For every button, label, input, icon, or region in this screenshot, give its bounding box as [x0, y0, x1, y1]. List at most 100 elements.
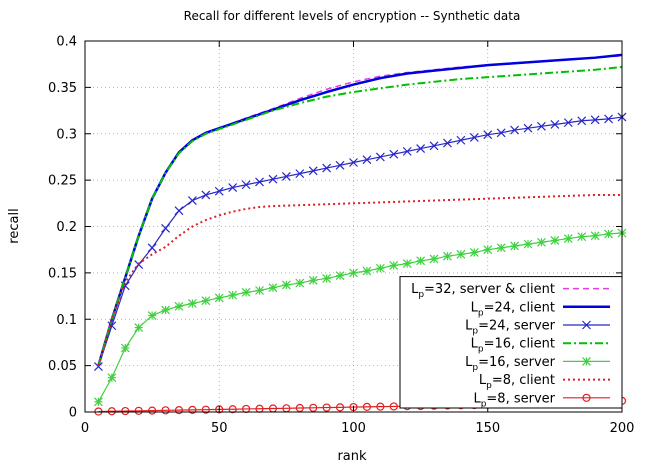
marker-stroke: [268, 174, 278, 184]
legend-label: Lp=16, client: [471, 337, 555, 355]
marker-stroke: [416, 144, 426, 154]
legend-label-subscript: p: [472, 363, 478, 373]
series-point: [295, 169, 305, 179]
series-point: [309, 403, 318, 412]
marker-stroke: [241, 180, 251, 190]
legend-label: Lp=24, client: [471, 300, 555, 318]
series-point: [537, 121, 546, 131]
marker-stroke: [402, 146, 412, 156]
series-4: [94, 228, 627, 407]
series-point: [107, 373, 117, 383]
series-point: [389, 402, 398, 411]
series-point: [604, 229, 613, 239]
series-point: [523, 239, 533, 249]
series-1: [97, 53, 623, 366]
series-point: [215, 405, 224, 414]
series-point: [308, 275, 318, 285]
legend-entry: Lp=32, server & client: [411, 282, 610, 300]
legend-label-subscript: p: [478, 308, 484, 318]
series-point: [416, 256, 426, 266]
legend-label-subscript: p: [472, 327, 478, 337]
series-point: [416, 144, 426, 154]
series-point: [322, 403, 331, 412]
legend-entry: Lp=8, server: [473, 391, 610, 409]
y-tick-label: 0.3: [56, 127, 77, 142]
marker-circle: [174, 406, 184, 415]
x-tick-label: 50: [211, 421, 228, 436]
legend-label-main: L: [471, 300, 479, 315]
series-point: [389, 261, 399, 270]
series-point: [228, 183, 238, 192]
series-point: [443, 138, 452, 148]
marker-stroke: [322, 163, 332, 173]
marker-stroke: [510, 125, 520, 135]
y-tick-label: 0.4: [56, 35, 77, 50]
series-point: [537, 237, 546, 247]
legend-label: Lp=8, client: [479, 373, 555, 391]
legend-label-rest: =8, server: [486, 391, 555, 406]
marker-stroke: [174, 206, 184, 216]
marker-stroke: [550, 120, 560, 129]
marker-stroke: [228, 183, 238, 192]
series-point: [241, 287, 251, 297]
series-point: [523, 123, 533, 133]
marker-stroke: [537, 121, 546, 131]
series-line: [97, 65, 623, 366]
legend-label-rest: =16, client: [484, 337, 555, 352]
marker-circle: [309, 403, 318, 412]
legend-label-main: L: [465, 355, 473, 370]
series-point: [510, 241, 520, 251]
series-point: [322, 274, 332, 283]
marker-circle: [389, 402, 398, 411]
marker-circle: [107, 407, 116, 416]
series-point: [563, 234, 573, 243]
series-point: [107, 407, 116, 416]
series-point: [429, 254, 439, 264]
marker-stroke: [563, 118, 573, 128]
series-point: [147, 311, 157, 320]
marker-stroke: [523, 123, 533, 133]
series-point: [577, 232, 587, 242]
series-point: [402, 146, 412, 156]
series-point: [214, 293, 224, 303]
y-tick-label: 0.25: [48, 174, 77, 189]
marker-stroke: [161, 223, 170, 233]
marker-stroke: [456, 135, 466, 145]
legend-entry: Lp=8, client: [479, 373, 610, 391]
series-point: [389, 149, 399, 159]
legend-label-subscript: p: [481, 399, 487, 409]
series-point: [281, 280, 291, 290]
marker-stroke: [308, 166, 318, 176]
marker-stroke: [255, 177, 264, 187]
series-point: [483, 245, 493, 255]
marker-stroke: [389, 149, 399, 159]
series-point: [255, 286, 264, 295]
series-line: [97, 232, 623, 403]
legend-label-main: L: [471, 337, 479, 352]
legend-label: Lp=24, server: [465, 319, 555, 337]
marker-stroke: [349, 158, 358, 167]
series-point: [187, 196, 197, 205]
series-point: [335, 403, 345, 412]
legend-label-rest: =16, server: [478, 355, 556, 370]
series-point: [295, 278, 305, 288]
series-point: [362, 402, 372, 411]
legend-label: Lp=32, server & client: [411, 282, 555, 300]
series-point: [201, 296, 211, 306]
series-point: [375, 263, 385, 273]
series-point: [161, 406, 170, 415]
series-point: [550, 120, 560, 129]
marker-stroke: [375, 152, 385, 162]
legend-label: Lp=8, server: [473, 391, 555, 409]
marker-stroke: [429, 141, 439, 151]
series-point: [255, 177, 264, 187]
series-point: [577, 116, 587, 126]
series-point: [308, 166, 318, 176]
series-point: [376, 402, 385, 411]
marker-stroke: [604, 114, 613, 124]
legend-marker: [582, 320, 591, 330]
series-point: [94, 397, 103, 407]
legend-label-subscript: p: [478, 345, 484, 355]
series-point: [402, 259, 412, 269]
series-point: [134, 323, 144, 333]
